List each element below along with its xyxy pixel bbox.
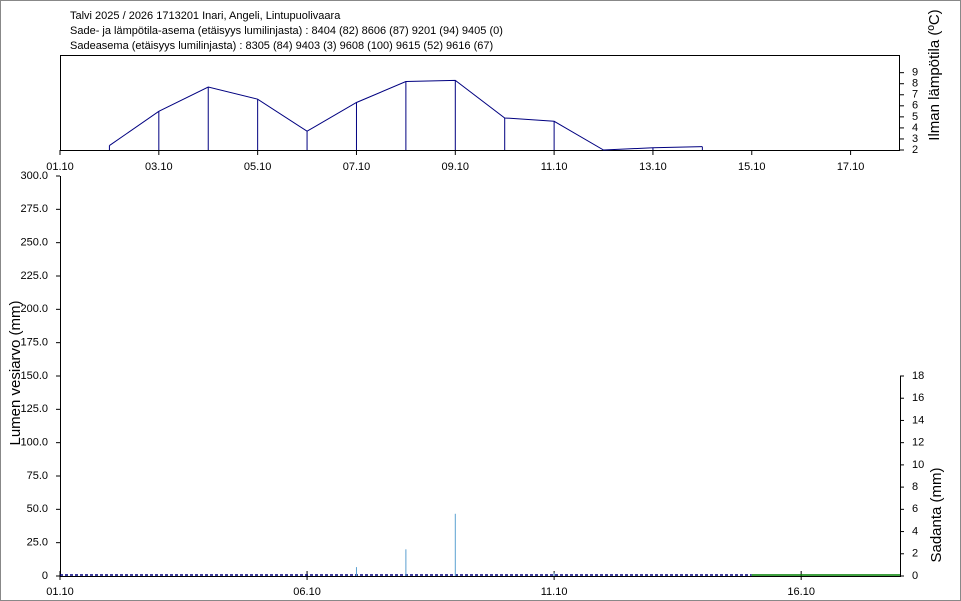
header-line: Sade- ja lämpötila-asema (etäisyys lumil… bbox=[70, 25, 503, 37]
x-tick-label: 06.10 bbox=[293, 586, 321, 598]
x-tick-label: 03.10 bbox=[145, 161, 173, 173]
y-tick-label: 250.0 bbox=[20, 237, 48, 249]
y2-tick-label: 14 bbox=[912, 414, 924, 426]
y-tick-label: 0 bbox=[42, 570, 48, 582]
y2-tick-label: 16 bbox=[912, 392, 924, 404]
y-tick-label: 100.0 bbox=[20, 437, 48, 449]
x-tick-label: 11.10 bbox=[541, 161, 568, 173]
y-tick-label: 300.0 bbox=[20, 170, 48, 182]
y-tick-label: 25.0 bbox=[27, 537, 48, 549]
x-tick-label: 17.10 bbox=[837, 161, 865, 173]
x-tick-label: 01.10 bbox=[46, 586, 74, 598]
x-tick-label: 07.10 bbox=[343, 161, 371, 173]
x-tick-label: 15.10 bbox=[738, 161, 766, 173]
y-axis-title: Lumen vesiarvo (mm) bbox=[7, 300, 24, 445]
y2-tick-label: 6 bbox=[912, 503, 918, 515]
x-tick-label: 09.10 bbox=[442, 161, 470, 173]
header-line: Talvi 2025 / 2026 1713201 Inari, Angeli,… bbox=[70, 10, 341, 22]
y-tick-label: 125.0 bbox=[20, 403, 48, 415]
y2-tick-label: 18 bbox=[912, 370, 924, 382]
x-tick-label: 01.10 bbox=[46, 161, 74, 173]
y-tick-label: 150.0 bbox=[20, 370, 48, 382]
x-tick-label: 11.10 bbox=[541, 586, 568, 598]
y2-tick-label: 4 bbox=[912, 525, 918, 537]
x-tick-label: 16.10 bbox=[787, 586, 815, 598]
y2-tick-label: 2 bbox=[912, 548, 918, 560]
y-tick-label: 225.0 bbox=[20, 270, 48, 282]
y-tick-label: 175.0 bbox=[20, 337, 48, 349]
y2-tick-label: 0 bbox=[912, 570, 918, 582]
y-tick-label: 2 bbox=[912, 144, 918, 156]
y2-tick-label: 10 bbox=[912, 459, 924, 471]
y-tick-label: 4 bbox=[912, 122, 918, 134]
y2-tick-label: 12 bbox=[912, 437, 924, 449]
y2-axis-title: Sadanta (mm) bbox=[928, 467, 945, 562]
x-tick-label: 05.10 bbox=[244, 161, 272, 173]
x-tick-label: 13.10 bbox=[639, 161, 667, 173]
y-tick-label: 5 bbox=[912, 111, 918, 123]
y-tick-label: 3 bbox=[912, 133, 918, 145]
y-tick-label: 75.0 bbox=[27, 470, 48, 482]
y-tick-label: 275.0 bbox=[20, 203, 48, 215]
y2-tick-label: 8 bbox=[912, 481, 918, 493]
y-tick-label: 6 bbox=[912, 100, 918, 112]
y-tick-label: 7 bbox=[912, 89, 918, 101]
y-tick-label: 9 bbox=[912, 67, 918, 79]
temperature-line bbox=[109, 79, 703, 151]
y-tick-label: 8 bbox=[912, 78, 918, 90]
header-line: Sadeasema (etäisyys lumilinjasta) : 8305… bbox=[70, 40, 493, 52]
y-axis-title: Ilman lämpötila (ºC) bbox=[926, 9, 943, 140]
y-tick-label: 50.0 bbox=[27, 503, 48, 515]
top-plot-frame bbox=[60, 55, 900, 151]
y-tick-label: 200.0 bbox=[20, 303, 48, 315]
